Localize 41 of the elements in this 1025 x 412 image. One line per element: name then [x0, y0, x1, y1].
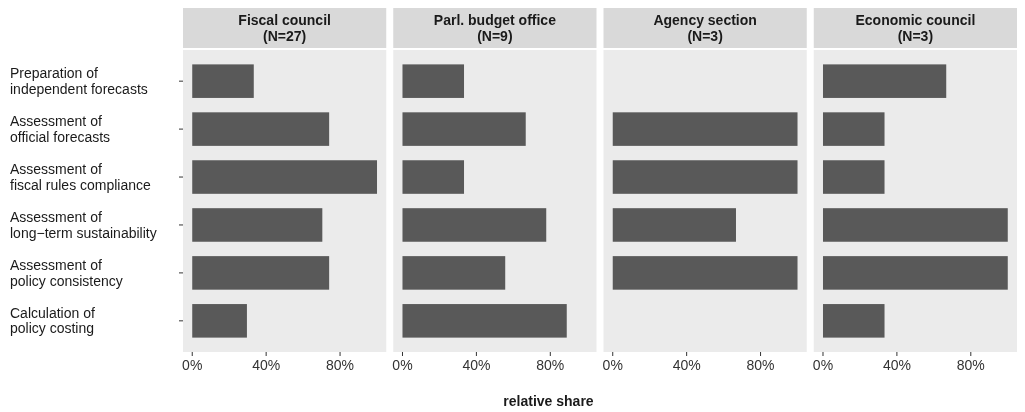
bar	[192, 160, 378, 194]
x-tick-label: 40%	[252, 357, 281, 373]
bar	[192, 304, 247, 338]
bar	[822, 208, 1008, 242]
x-tick-label: 80%	[536, 357, 565, 373]
chart-title: Parl. budget office (N=9)	[433, 12, 557, 44]
bar	[822, 160, 885, 194]
chart-title: Fiscal council (N=27)	[238, 12, 331, 44]
bar	[822, 112, 885, 146]
y-tick-label: Assessment of long−term sustainability	[10, 209, 157, 241]
bar	[192, 208, 323, 242]
bar	[402, 256, 506, 290]
y-tick-label: Assessment of policy consistency	[10, 257, 123, 289]
bar	[192, 64, 254, 98]
chart-title: Agency section (N=3)	[653, 12, 757, 44]
y-tick-label: Calculation of policy costing	[10, 305, 95, 337]
bar	[402, 208, 547, 242]
x-tick-label: 0%	[182, 357, 203, 373]
bar	[822, 64, 947, 98]
y-tick-label: Preparation of independent forecasts	[10, 65, 148, 97]
bar	[402, 64, 465, 98]
x-tick-label: 0%	[392, 357, 413, 373]
x-axis-title: relative share	[503, 393, 594, 409]
bar	[402, 160, 465, 194]
bar	[402, 304, 567, 338]
x-tick-label: 80%	[746, 357, 775, 373]
x-tick-label: 0%	[812, 357, 834, 373]
bar	[822, 304, 885, 338]
x-tick-label: 80%	[956, 357, 985, 373]
x-tick-label: 40%	[882, 357, 911, 373]
bar	[192, 256, 330, 290]
chart-title: Economic council (N=3)	[855, 12, 976, 44]
x-tick-label: 0%	[602, 357, 623, 373]
bar	[822, 256, 1008, 290]
y-tick-label: Assessment of fiscal rules compliance	[10, 161, 152, 193]
y-tick-label: Assessment of official forecasts	[10, 113, 111, 145]
x-tick-label: 40%	[462, 357, 491, 373]
x-tick-label: 80%	[326, 357, 355, 373]
bar	[402, 112, 526, 146]
bar	[192, 112, 330, 146]
x-tick-label: 40%	[672, 357, 701, 373]
